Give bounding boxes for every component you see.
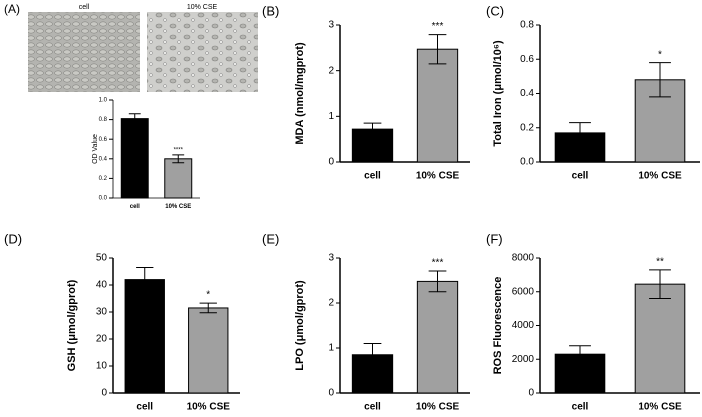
x-tick-label: cell [364,171,381,182]
error-bar [172,154,185,164]
significance: *** [432,258,444,269]
y-tick-label: 4000 [512,320,535,331]
panel-label: (A) [4,2,20,16]
y-tick-label: 20 [96,334,108,345]
y-tick-label: 0 [101,388,107,399]
y-tick-label: 0 [328,388,334,399]
x-tick-label: cell [572,171,589,182]
image-label: cell [79,4,90,11]
bar [120,118,149,199]
y-axis-label: Total Iron (μmol/10⁶) [492,40,504,147]
y-tick-label: 0.6 [520,54,534,65]
x-tick-label: 10% CSE [416,171,460,182]
y-tick-label: 8000 [512,253,535,264]
panel-label: (F) [486,231,503,246]
significance: ** [656,256,664,267]
y-tick-label: 6000 [512,286,535,297]
y-tick-label: 0.8 [520,20,534,31]
x-tick-label: 10% CSE [165,204,191,210]
micrograph-cse [147,12,258,92]
image-label: 10% CSE [187,4,218,11]
error-bar [363,343,382,367]
y-tick-label: 0.6 [99,137,108,143]
error-bar [136,266,154,293]
error-bar [428,270,447,293]
x-tick-label: cell [572,402,589,413]
micrograph-cell [28,12,140,92]
y-tick-label: 0.0 [520,157,534,168]
y-axis-label: ROS Fluorescence [492,277,504,375]
y-tick-label: 2000 [512,354,535,365]
x-tick-label: 10% CSE [416,402,460,413]
significance: * [206,290,210,301]
y-tick-label: 2 [328,298,334,309]
bar [164,158,193,199]
panel-label: (B) [262,3,279,18]
x-tick-label: 10% CSE [638,171,682,182]
error-bar [569,345,591,364]
bar [416,48,459,163]
x-tick-label: 10% CSE [638,402,682,413]
error-bar [199,302,217,314]
error-bar [649,269,671,299]
significance: * [658,49,662,60]
y-tick-label: 30 [96,307,108,318]
error-bar [363,122,382,136]
significance: **** [174,148,184,154]
x-tick-label: cell [130,204,140,210]
y-tick-label: 40 [96,280,108,291]
y-tick-label: 1 [328,343,334,354]
x-tick-label: cell [364,402,381,413]
bar [124,279,165,394]
y-tick-label: 2 [328,65,334,76]
y-tick-label: 0 [528,388,534,399]
bar [634,283,686,394]
y-tick-label: 0.2 [520,122,534,133]
y-tick-label: 10 [96,361,108,372]
y-tick-label: 1 [328,111,334,122]
y-tick-label: 0.0 [99,196,108,202]
y-tick-label: 3 [328,20,334,31]
bar [188,307,229,394]
y-tick-label: 50 [96,253,108,264]
x-tick-label: 10% CSE [187,402,231,413]
y-tick-label: 0.2 [99,176,108,182]
y-axis-label: OD Value [92,134,99,164]
error-bar [428,34,447,65]
y-tick-label: 1.0 [99,98,108,104]
bar [416,280,459,394]
error-bar [569,122,591,144]
error-bar [649,62,671,98]
y-tick-label: 3 [328,253,334,264]
significance: *** [432,21,444,32]
y-axis-label: MDA (nmol/mgprot) [294,42,306,145]
y-tick-label: 0.4 [99,156,108,162]
panel-label: (D) [4,231,22,246]
y-tick-label: 0.8 [99,117,108,123]
panel-label: (E) [262,231,279,246]
x-tick-label: cell [136,402,153,413]
error-bar [128,113,141,125]
panel-label: (C) [486,3,504,18]
y-tick-label: 0 [328,157,334,168]
y-axis-label: LPO (μmol/gprot) [294,280,306,371]
y-tick-label: 0.4 [520,88,534,99]
y-axis-label: GSH (μmol/gprot) [66,279,78,371]
